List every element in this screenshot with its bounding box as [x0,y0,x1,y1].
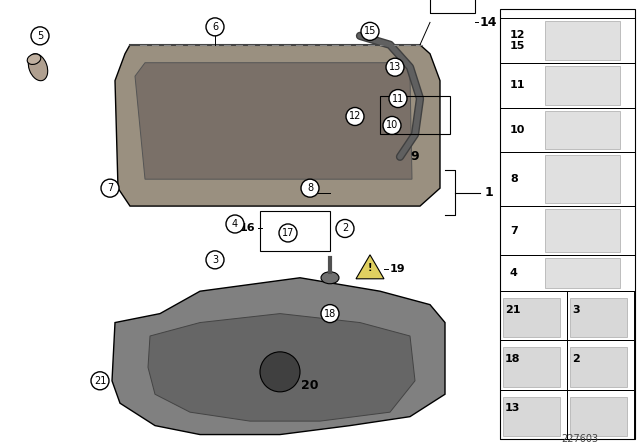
Circle shape [206,251,224,269]
Bar [503,298,560,337]
Circle shape [346,108,364,125]
Bar [260,211,330,251]
Circle shape [336,220,354,237]
Bar [500,206,635,255]
Text: 11: 11 [392,94,404,103]
Text: 5: 5 [37,31,43,41]
Bar [545,111,620,149]
Bar [500,18,635,63]
Bar [545,66,620,104]
Circle shape [101,179,119,197]
Bar [500,255,635,291]
Text: 13: 13 [505,403,520,414]
Bar [570,397,627,436]
Text: 21: 21 [505,305,520,315]
Text: 1: 1 [485,186,493,199]
Text: 11: 11 [510,80,525,90]
Circle shape [383,116,401,134]
Polygon shape [148,314,415,421]
Text: 8: 8 [307,183,313,193]
Text: 2: 2 [572,354,580,364]
Bar [503,397,560,436]
Text: 10: 10 [510,125,525,135]
Text: 12
15: 12 15 [510,30,525,51]
Circle shape [361,22,379,40]
Bar [503,348,560,387]
Text: 3: 3 [212,255,218,265]
Circle shape [260,352,300,392]
Bar [500,152,635,206]
Bar [545,155,620,203]
Polygon shape [356,255,384,279]
Text: 10: 10 [386,121,398,130]
Text: 9: 9 [411,150,419,164]
Text: 16: 16 [239,224,255,233]
Bar [570,348,627,387]
Text: 17: 17 [282,228,294,238]
Circle shape [91,372,109,390]
Bar [500,63,635,108]
Text: !: ! [368,263,372,273]
Polygon shape [112,278,445,435]
Text: 4: 4 [232,219,238,229]
Bar [500,108,635,152]
Text: 2: 2 [342,224,348,233]
Text: 18: 18 [324,309,336,319]
Text: 21: 21 [94,376,106,386]
Polygon shape [115,45,440,206]
Text: 19: 19 [390,264,406,274]
Bar [545,209,620,252]
Text: 15: 15 [364,26,376,36]
Bar [545,258,620,288]
Polygon shape [135,63,412,179]
Bar [500,291,567,340]
Bar [567,390,634,439]
Text: 6: 6 [212,22,218,32]
Circle shape [31,27,49,45]
Text: 8: 8 [510,174,518,184]
Bar [567,340,634,390]
Circle shape [206,18,224,36]
Text: 13: 13 [389,62,401,72]
Ellipse shape [28,54,48,81]
Text: 7: 7 [107,183,113,193]
Bar [500,9,635,439]
Text: 7: 7 [510,226,518,236]
Text: 20: 20 [301,379,319,392]
Bar [567,291,634,340]
Circle shape [279,224,297,242]
Text: 3: 3 [572,305,580,315]
Circle shape [386,58,404,76]
Ellipse shape [321,272,339,284]
Circle shape [389,90,407,108]
Bar [570,298,627,337]
Ellipse shape [28,54,41,65]
Bar [500,340,567,390]
Circle shape [321,305,339,323]
Bar [430,0,475,13]
Bar [500,390,567,439]
Text: 4: 4 [510,268,518,278]
Text: 12: 12 [349,112,361,121]
Text: 14: 14 [480,16,497,29]
Bar [545,21,620,60]
Text: 18: 18 [505,354,520,364]
Text: 227603: 227603 [561,434,598,444]
Bar [380,96,450,134]
Circle shape [301,179,319,197]
Circle shape [226,215,244,233]
